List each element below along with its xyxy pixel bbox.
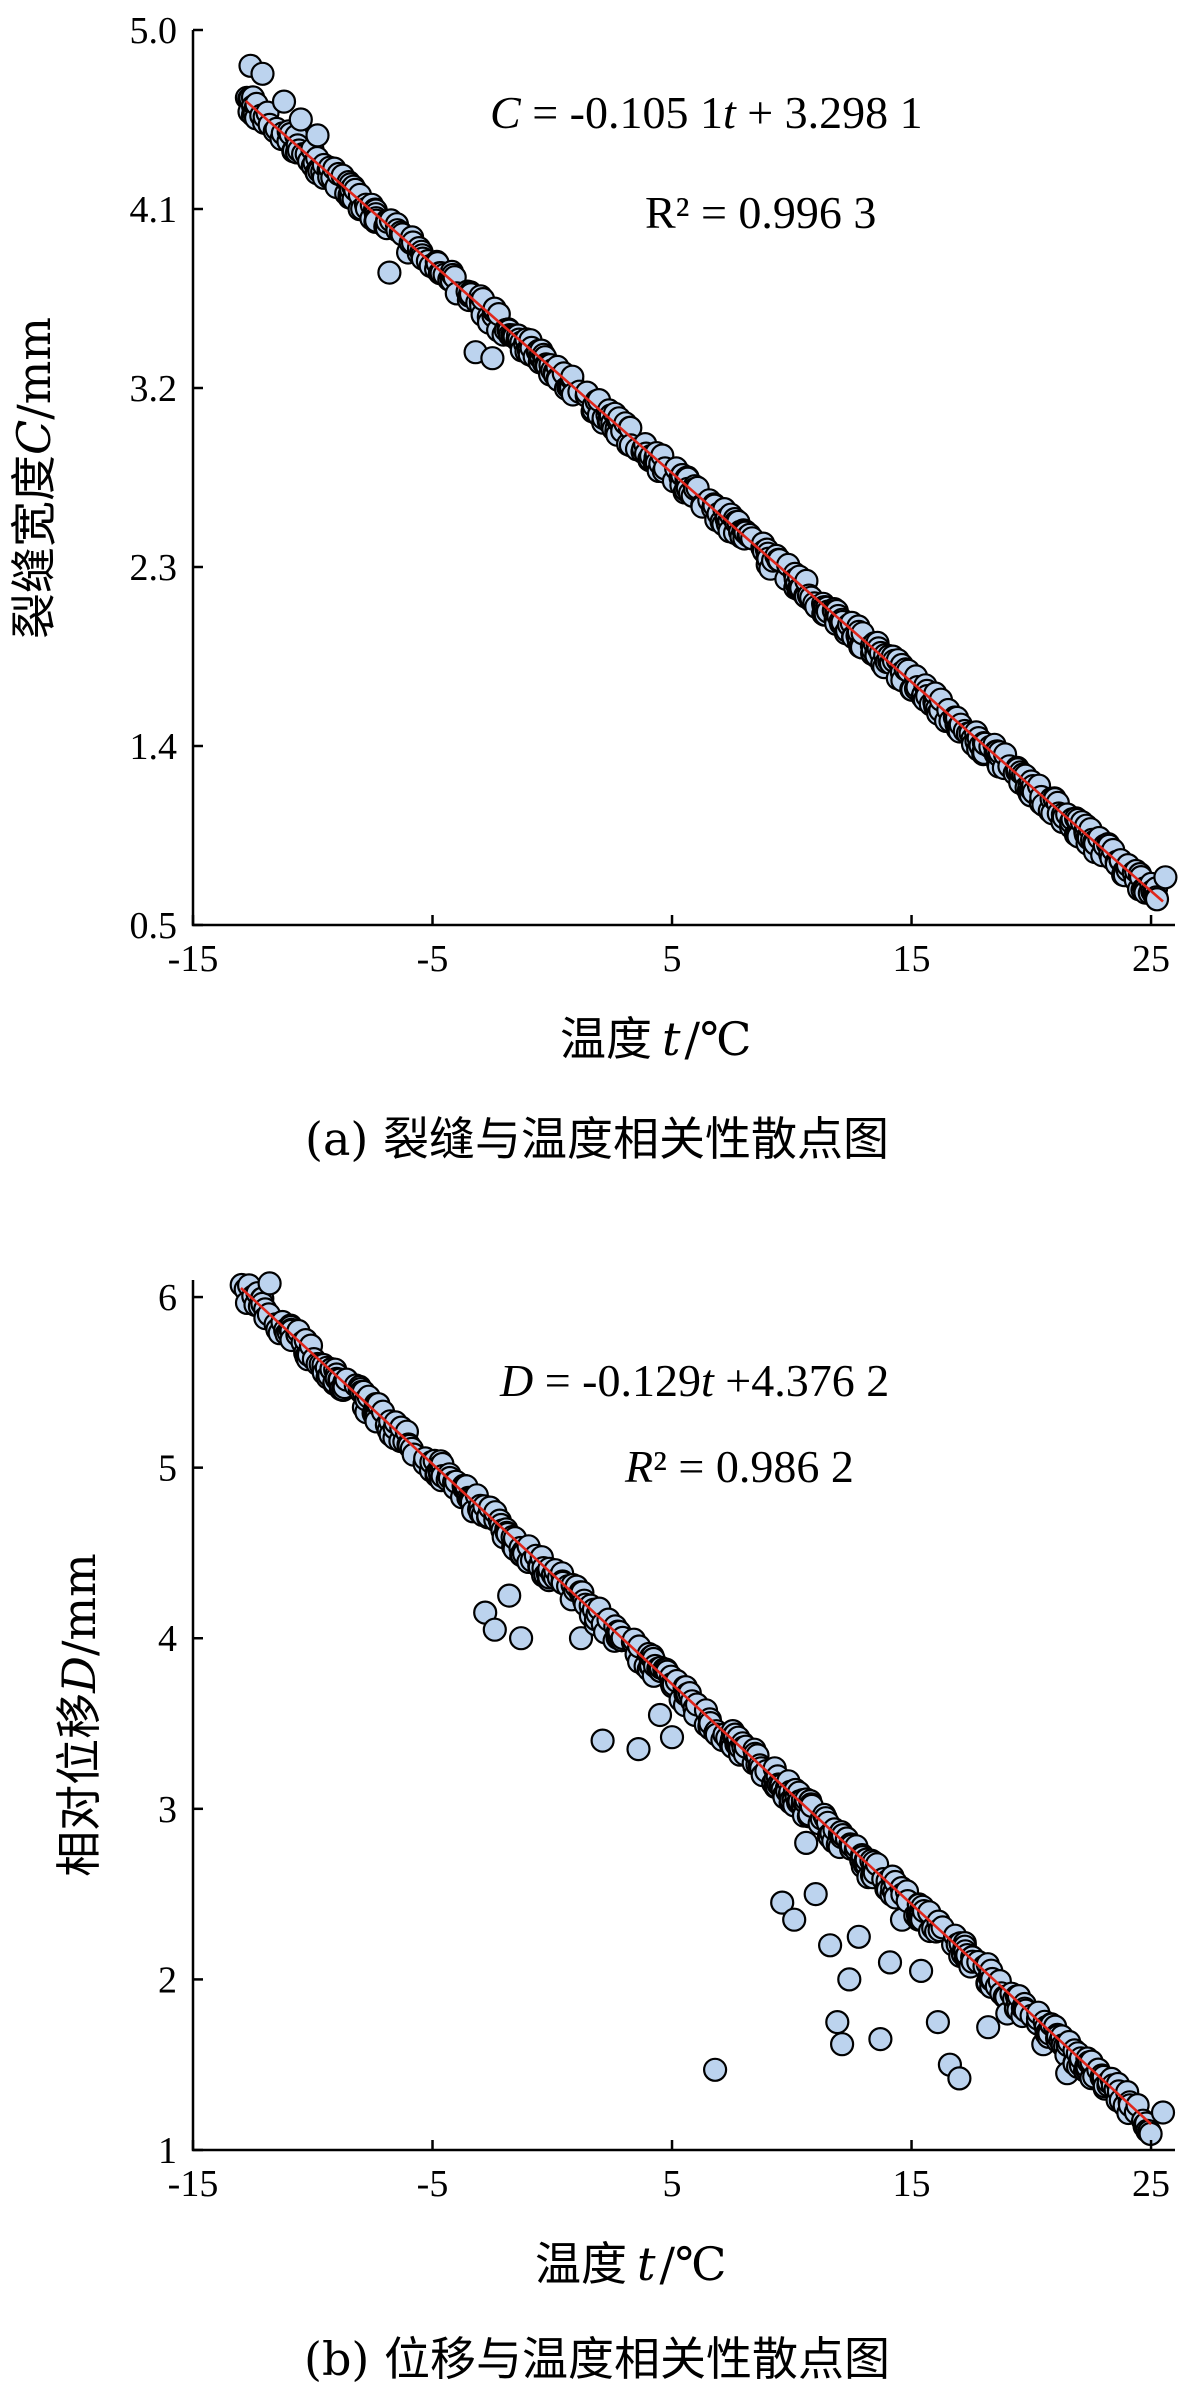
panel-b-xlabel: 温度 t/℃ — [535, 2237, 726, 2291]
x-tick-label: 15 — [893, 938, 931, 980]
data-point — [925, 2009, 951, 2035]
x-tick-label: 25 — [1132, 938, 1170, 980]
data-point — [288, 107, 313, 132]
y-tick-label: 4 — [158, 1618, 177, 1660]
data-point — [480, 346, 505, 371]
data-point — [1153, 865, 1178, 890]
data-point — [271, 89, 297, 114]
data-point — [377, 260, 402, 285]
y-tick-label: 3 — [158, 1789, 177, 1831]
y-tick-label: 3.2 — [130, 368, 178, 410]
y-tick-label: 2 — [158, 1959, 177, 2001]
data-point — [908, 1958, 934, 1984]
data-point — [626, 1736, 651, 1762]
panel-b: -15 -5 5 15 25 1 2 3 4 5 6 D = -0.129t +4.376 2 R²… — [52, 1271, 1176, 2386]
data-point — [482, 1617, 507, 1642]
data-point — [659, 1725, 685, 1750]
data-point — [508, 1626, 534, 1651]
data-point — [829, 2032, 855, 2057]
x-tick-label: 15 — [893, 2163, 931, 2205]
panel-a-r2: R² = 0.996 3 — [645, 187, 876, 238]
y-tick-label: 5.0 — [130, 10, 178, 52]
y-tick-label: 1.4 — [130, 726, 178, 768]
data-point — [257, 1271, 282, 1296]
x-tick-label: -5 — [417, 938, 449, 980]
panel-b-ylabel: 相对位移D/mm — [52, 1553, 106, 1877]
data-point — [1150, 2100, 1176, 2125]
panel-b-fit-line — [240, 1287, 1152, 2126]
panel-a-xlabel: 温度 t/℃ — [560, 1012, 751, 1066]
x-tick-label: -15 — [168, 938, 219, 980]
data-point — [1144, 887, 1170, 912]
panel-a-caption: (a) 裂缝与温度相关性散点图 — [305, 1112, 889, 1166]
data-point — [702, 2057, 728, 2082]
data-point — [305, 123, 330, 148]
data-point — [250, 61, 275, 86]
data-point — [568, 1626, 594, 1651]
y-tick-label: 4.1 — [130, 189, 178, 231]
data-point — [803, 1881, 828, 1907]
data-point — [794, 1830, 819, 1856]
data-point — [846, 1924, 871, 1949]
x-tick-label: -15 — [168, 2163, 219, 2205]
data-point — [590, 1728, 615, 1753]
panel-a-points — [234, 53, 1178, 912]
panel-a-equation: C = -0.105 1t + 3.298 1 — [490, 87, 923, 138]
data-point — [817, 1933, 843, 1958]
data-point — [868, 2026, 893, 2052]
data-point — [497, 1583, 522, 1608]
panel-a: -15 -5 5 15 25 0.5 1.4 2.3 3.2 4.1 5.0 C = -0.105 … — [7, 10, 1178, 1166]
y-tick-label: 2.3 — [130, 547, 178, 589]
y-tick-label: 5 — [158, 1448, 177, 1490]
x-tick-label: 5 — [663, 938, 682, 980]
panel-a-ylabel: 裂缝宽度C/mm — [7, 317, 61, 639]
data-point — [782, 1907, 807, 1932]
data-point — [825, 2009, 850, 2035]
x-tick-label: -5 — [417, 2163, 449, 2205]
panel-b-ticks: -15 -5 5 15 25 1 2 3 4 5 6 — [158, 1277, 1170, 2205]
x-tick-label: 25 — [1132, 2163, 1170, 2205]
data-point — [947, 2066, 972, 2091]
data-point — [877, 1950, 903, 1975]
y-tick-label: 1 — [158, 2130, 177, 2172]
panel-b-caption: (b) 位移与温度相关性散点图 — [304, 2332, 890, 2386]
data-point — [647, 1702, 673, 1728]
data-point — [976, 2015, 1001, 2040]
panel-b-r2: R² = 0.986 2 — [624, 1441, 854, 1492]
panel-a-fit-line — [244, 99, 1164, 903]
data-point — [770, 1890, 795, 1915]
x-tick-label: 5 — [663, 2163, 682, 2205]
y-tick-label: 0.5 — [130, 905, 178, 947]
panel-b-equation: D = -0.129t +4.376 2 — [499, 1355, 889, 1406]
y-tick-label: 6 — [158, 1277, 177, 1319]
panel-a-ticks: -15 -5 5 15 25 0.5 1.4 2.3 3.2 4.1 5.0 — [130, 10, 1171, 980]
data-point — [837, 1967, 862, 1992]
